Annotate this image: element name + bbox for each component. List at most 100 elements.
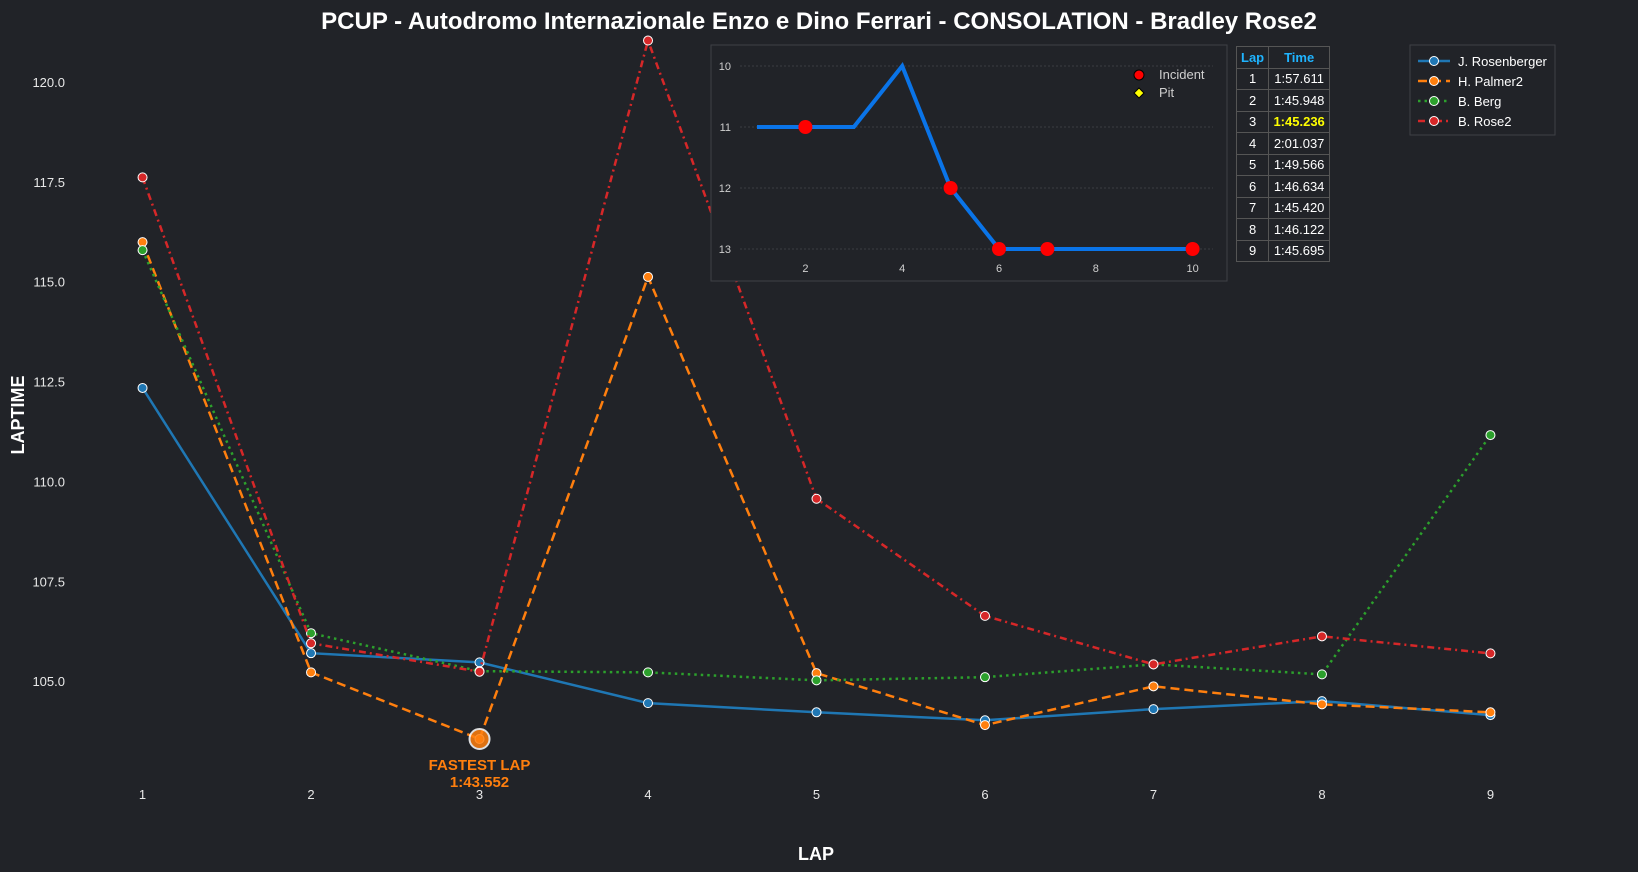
x-tick-label: 9 <box>1487 787 1494 802</box>
data-point <box>137 172 148 183</box>
inset-y-tick-label: 10 <box>719 61 731 73</box>
y-tick-label: 120.0 <box>32 75 65 90</box>
lap-cell: 6 <box>1235 175 1270 198</box>
data-point <box>137 382 148 393</box>
series-b-rose2 <box>137 35 1496 677</box>
table-row: 7 1:45.420 <box>1235 196 1331 219</box>
time-cell: 2:01.037 <box>1268 132 1331 155</box>
time-cell: 1:45.948 <box>1268 89 1331 112</box>
data-point <box>1485 648 1496 659</box>
table-header-lap: Lap <box>1235 46 1270 69</box>
incident-marker <box>943 181 958 195</box>
time-cell: 1:57.611 <box>1268 67 1331 90</box>
table-row: 8 1:46.122 <box>1235 218 1331 241</box>
series-line <box>141 249 1492 682</box>
y-tick-label: 110.0 <box>33 474 65 489</box>
inset-x-tick-label: 4 <box>899 263 905 275</box>
fastest-lap-time: 1:43.552 <box>450 774 509 791</box>
lap-time-table: Lap Time 1 1:57.611 2 1:45.948 3 1:45.236 4 2:0… <box>1235 46 1331 262</box>
lap-cell: 8 <box>1235 218 1270 241</box>
data-point <box>643 271 654 282</box>
legend-marker <box>1429 96 1439 106</box>
incident-legend-label: Incident <box>1159 67 1205 82</box>
lap-cell: 1 <box>1235 67 1270 90</box>
time-cell: 1:45.695 <box>1268 239 1331 262</box>
legend-label: J. Rosenberger <box>1458 54 1548 69</box>
x-tick-label: 5 <box>813 787 820 802</box>
data-point <box>811 493 822 504</box>
y-tick-label: 105.0 <box>32 674 65 689</box>
data-point <box>1485 430 1496 441</box>
legend-marker <box>1429 116 1439 126</box>
inset-x-tick-label: 6 <box>996 263 1002 275</box>
x-tick-label: 6 <box>981 787 988 802</box>
incident-marker <box>798 120 813 134</box>
chart-title: PCUP - Autodromo Internazionale Enzo e D… <box>321 8 1317 35</box>
data-point <box>811 707 822 718</box>
incident-legend-marker <box>1133 69 1145 81</box>
x-axis-label: LAP <box>798 844 834 864</box>
inset-legend: Incident Pit <box>1133 67 1205 100</box>
lap-cell: 4 <box>1235 132 1270 155</box>
legend-label: H. Palmer2 <box>1458 74 1523 89</box>
data-point <box>979 672 990 683</box>
y-tick-label: 112.5 <box>33 375 65 390</box>
y-axis-label: LAPTIME <box>8 376 28 455</box>
data-point <box>474 657 485 668</box>
x-tick-label: 3 <box>476 787 483 802</box>
time-cell: 1:45.420 <box>1268 196 1331 219</box>
time-cell: 1:45.236 <box>1268 110 1331 133</box>
time-cell: 1:46.634 <box>1268 175 1331 198</box>
lap-cell: 7 <box>1235 196 1270 219</box>
table-header-time: Time <box>1268 46 1331 69</box>
inset-y-tick-label: 13 <box>719 244 731 256</box>
legend-label: B. Rose2 <box>1458 114 1511 129</box>
data-point <box>1316 699 1327 710</box>
data-point <box>643 35 654 46</box>
series-h-palmer2 <box>137 237 1496 744</box>
series-b-berg <box>137 245 1496 686</box>
data-point <box>643 667 654 678</box>
fastest-lap-label: FASTEST LAP <box>429 757 531 774</box>
x-tick-label: 4 <box>644 787 651 802</box>
incident-marker <box>1185 242 1200 256</box>
inset-y-tick-label: 12 <box>719 183 731 195</box>
legend-label: B. Berg <box>1458 94 1501 109</box>
series-j-rosenberger <box>137 382 1496 726</box>
fastest-lap-marker <box>468 727 491 750</box>
y-tick-label: 115.0 <box>33 275 65 290</box>
data-point <box>1316 631 1327 642</box>
lap-cell: 2 <box>1235 89 1270 112</box>
data-point <box>1485 707 1496 718</box>
time-cell: 1:49.566 <box>1268 153 1331 176</box>
inset-y-tick-label: 11 <box>720 122 731 134</box>
table-row: 3 1:45.236 <box>1235 110 1331 133</box>
data-point <box>979 720 990 731</box>
inset-x-tick-label: 10 <box>1186 263 1198 275</box>
data-point <box>1148 704 1159 715</box>
data-point <box>306 667 317 678</box>
inset-frame <box>710 44 1228 282</box>
data-point <box>137 245 148 256</box>
data-point <box>1316 669 1327 680</box>
lap-cell: 5 <box>1235 153 1270 176</box>
data-point <box>979 610 990 621</box>
x-tick-label: 1 <box>139 787 146 802</box>
table-row: 5 1:49.566 <box>1235 153 1331 176</box>
table-row: 6 1:46.634 <box>1235 175 1331 198</box>
incident-marker <box>992 242 1006 256</box>
data-point <box>306 648 317 659</box>
table-row: 2 1:45.948 <box>1235 89 1331 112</box>
pit-legend-label: Pit <box>1159 85 1175 100</box>
y-tick-label: 107.5 <box>32 574 65 589</box>
data-point <box>811 675 822 686</box>
y-tick-label: 117.5 <box>33 175 65 190</box>
position-line <box>757 62 1193 251</box>
data-point <box>643 698 654 709</box>
time-cell: 1:46.122 <box>1268 218 1331 241</box>
data-point <box>1148 681 1159 692</box>
x-tick-label: 7 <box>1150 787 1157 802</box>
inset-x-tick-label: 8 <box>1093 263 1099 275</box>
x-tick-label: 8 <box>1318 787 1325 802</box>
